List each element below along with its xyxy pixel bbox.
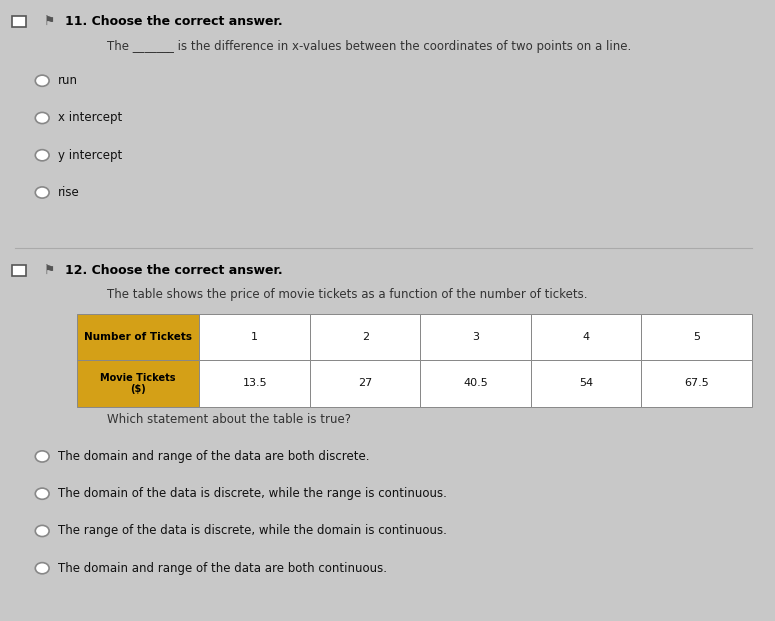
FancyBboxPatch shape — [310, 360, 421, 407]
Text: 1: 1 — [251, 332, 258, 342]
Text: The range of the data is discrete, while the domain is continuous.: The range of the data is discrete, while… — [57, 525, 446, 537]
Circle shape — [36, 75, 49, 86]
FancyBboxPatch shape — [199, 314, 310, 360]
Text: The _______ is the difference in x-values between the coordinates of two points : The _______ is the difference in x-value… — [108, 40, 632, 53]
FancyBboxPatch shape — [77, 314, 199, 360]
Text: 67.5: 67.5 — [684, 378, 709, 389]
Text: 40.5: 40.5 — [463, 378, 488, 389]
FancyBboxPatch shape — [531, 360, 642, 407]
Text: rise: rise — [57, 186, 79, 199]
Circle shape — [36, 451, 49, 462]
Text: ⚑: ⚑ — [44, 264, 56, 276]
Text: 13.5: 13.5 — [243, 378, 267, 389]
FancyBboxPatch shape — [421, 360, 531, 407]
Text: Number of Tickets: Number of Tickets — [84, 332, 192, 342]
Text: Which statement about the table is true?: Which statement about the table is true? — [108, 413, 351, 425]
Circle shape — [36, 112, 49, 124]
Circle shape — [36, 525, 49, 537]
FancyBboxPatch shape — [642, 360, 752, 407]
Text: y intercept: y intercept — [57, 149, 122, 161]
FancyBboxPatch shape — [77, 360, 199, 407]
FancyBboxPatch shape — [531, 314, 642, 360]
FancyBboxPatch shape — [421, 314, 531, 360]
FancyBboxPatch shape — [199, 360, 310, 407]
Text: 3: 3 — [472, 332, 479, 342]
Text: ⚑: ⚑ — [44, 16, 56, 28]
FancyBboxPatch shape — [12, 265, 26, 276]
Text: 5: 5 — [693, 332, 700, 342]
FancyBboxPatch shape — [642, 314, 752, 360]
Text: 54: 54 — [579, 378, 594, 389]
Text: 2: 2 — [362, 332, 369, 342]
Text: 27: 27 — [358, 378, 372, 389]
Circle shape — [36, 187, 49, 198]
Text: 12. Choose the correct answer.: 12. Choose the correct answer. — [65, 264, 283, 276]
Text: Movie Tickets
($): Movie Tickets ($) — [100, 373, 176, 394]
Text: The domain and range of the data are both discrete.: The domain and range of the data are bot… — [57, 450, 369, 463]
Circle shape — [36, 150, 49, 161]
Text: run: run — [57, 75, 78, 87]
Text: The domain of the data is discrete, while the range is continuous.: The domain of the data is discrete, whil… — [57, 487, 446, 500]
Text: x intercept: x intercept — [57, 112, 122, 124]
Text: 4: 4 — [583, 332, 590, 342]
Circle shape — [36, 488, 49, 499]
FancyBboxPatch shape — [310, 314, 421, 360]
Text: 11. Choose the correct answer.: 11. Choose the correct answer. — [65, 16, 283, 28]
Circle shape — [36, 563, 49, 574]
FancyBboxPatch shape — [12, 16, 26, 27]
Text: The domain and range of the data are both continuous.: The domain and range of the data are bot… — [57, 562, 387, 574]
Text: The table shows the price of movie tickets as a function of the number of ticket: The table shows the price of movie ticke… — [108, 289, 588, 301]
